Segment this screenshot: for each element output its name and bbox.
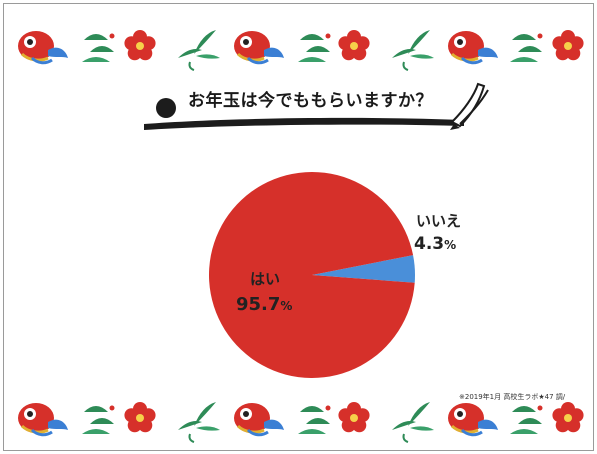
unit-text: % [280,299,293,313]
pine-icon [82,33,115,62]
bamboo-leaf-icon [392,402,434,443]
value-text: 4.3 [414,234,445,254]
plum-blossom-icon [338,402,370,433]
carp-icon [18,403,68,437]
chart-frame: お年玉は今でももらいますか？ いいえ 4.3% はい 95.7% ※2019年1… [3,3,594,451]
pie-slice-no [312,255,415,283]
plum-blossom-icon [338,30,370,61]
carp-icon [448,403,498,437]
bamboo-leaf-icon [178,30,220,71]
bottom-decoration-border [18,402,584,443]
carp-icon [234,31,284,65]
plum-blossom-icon [124,30,156,61]
plum-blossom-icon [552,30,584,61]
pine-icon [298,405,331,434]
pine-icon [82,405,115,434]
slice-label-category: はい [250,270,281,288]
carp-icon [448,31,498,65]
carp-icon [18,31,68,65]
plum-blossom-icon [124,402,156,433]
plum-blossom-icon [552,402,584,433]
brush-stroke [144,82,489,130]
bullet-dot-icon [156,98,176,118]
pie-chart [209,171,415,378]
value-text: 95.7 [236,294,281,315]
slice-label-category: いいえ [416,212,462,230]
title-banner: お年玉は今でももらいますか？ [134,74,514,140]
source-footnote: ※2019年1月 高校生ラボ★47 調/ [459,393,566,401]
bamboo-leaf-icon [178,402,220,443]
bamboo-leaf-icon [392,30,434,71]
slice-label-value: 4.3% [414,234,456,254]
slice-label-value: 95.7% [236,294,292,315]
pine-icon [510,33,543,62]
carp-icon [234,403,284,437]
pine-icon [510,405,543,434]
chart-title: お年玉は今でももらいますか？ [188,91,433,111]
top-decoration-border [18,30,584,71]
pie-slice-yes [209,171,415,378]
unit-text: % [444,238,457,252]
pine-icon [298,33,331,62]
